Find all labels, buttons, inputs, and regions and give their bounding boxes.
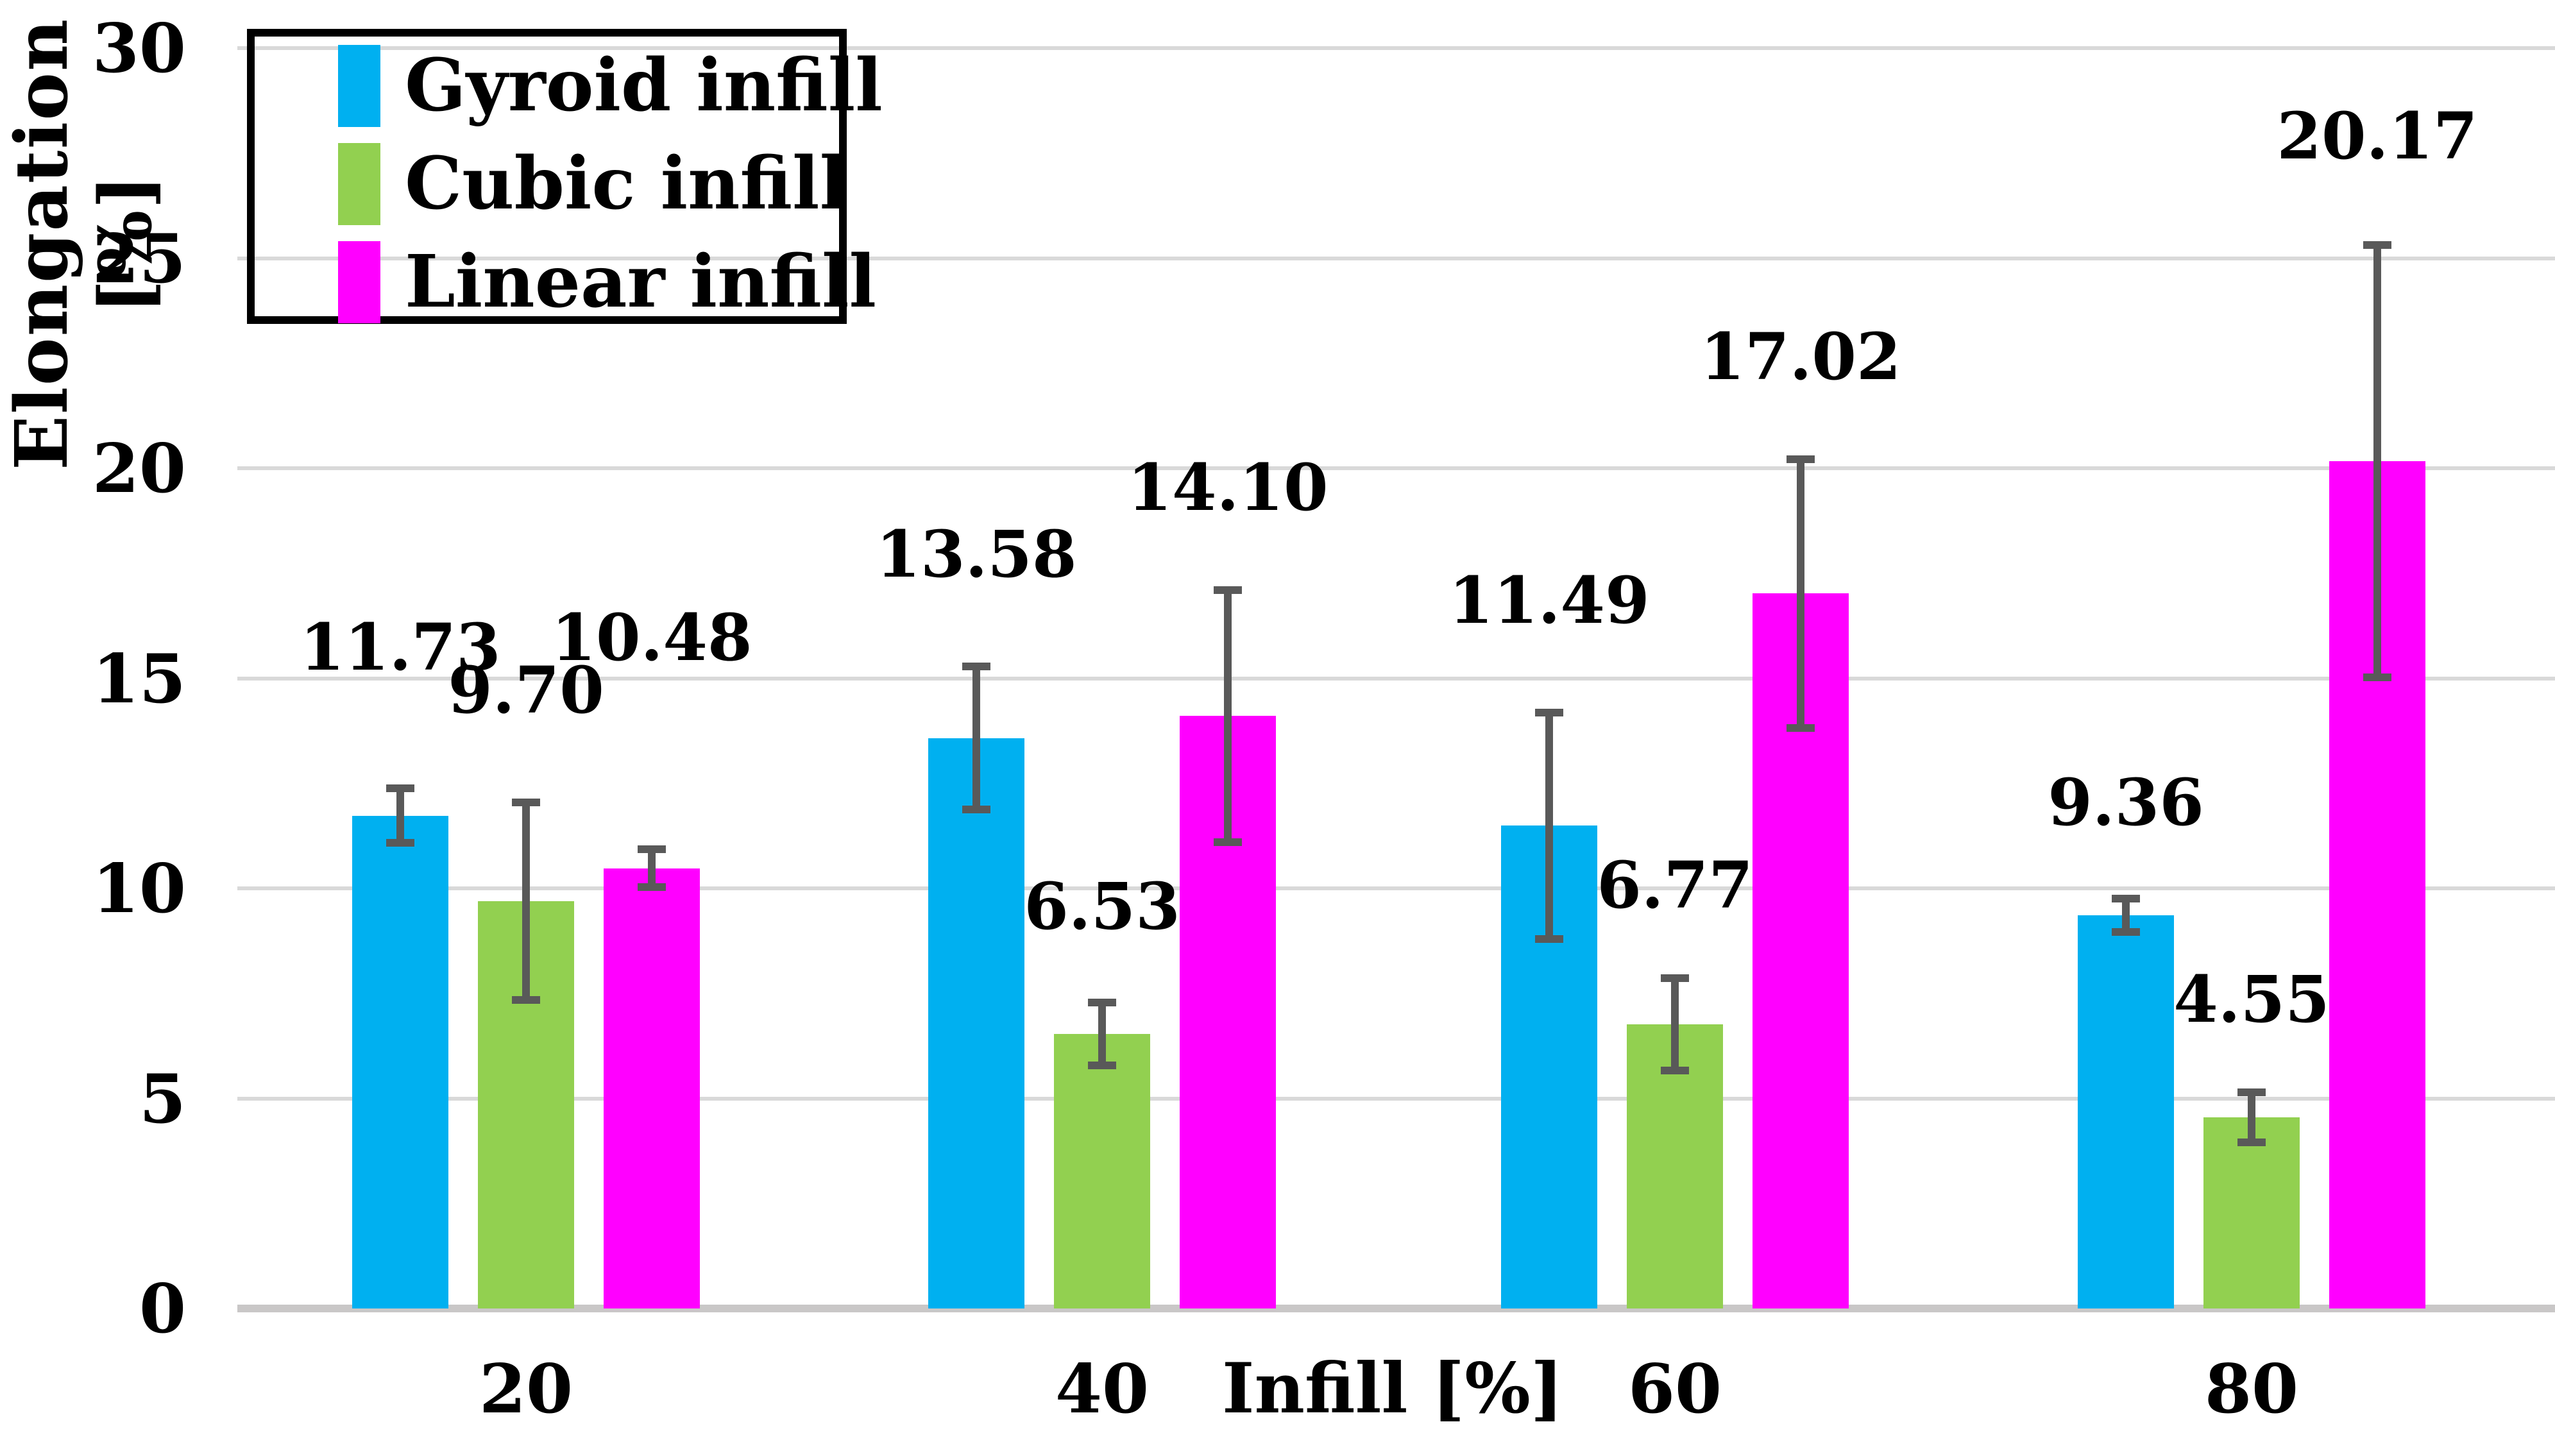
value-label: 11.73 xyxy=(300,609,501,686)
y-axis-tick-label: 15 xyxy=(92,638,186,718)
error-bar-cap xyxy=(638,845,666,854)
error-bar xyxy=(2373,244,2381,678)
error-bar xyxy=(1098,1003,1106,1066)
value-label: 4.55 xyxy=(2173,961,2330,1037)
x-axis-tick-label: 60 xyxy=(1627,1349,1722,1428)
error-bar xyxy=(396,788,404,843)
legend-item-label: Linear infill xyxy=(405,240,877,324)
bar-gyroid-80 xyxy=(2078,915,2174,1308)
y-axis-tick-label: 0 xyxy=(139,1269,186,1348)
legend-item-label: Gyroid infill xyxy=(405,44,883,128)
legend-box: Gyroid infill Cubic infill Linear infill xyxy=(247,29,883,324)
error-bar-cap xyxy=(386,839,414,847)
gridline xyxy=(237,1096,2555,1101)
error-bar xyxy=(522,802,530,1000)
error-bar-cap xyxy=(638,883,666,892)
error-bar-cap xyxy=(1088,1062,1116,1070)
legend-swatch-icon xyxy=(338,45,380,127)
error-bar xyxy=(2248,1092,2255,1143)
y-axis-tick-label: 5 xyxy=(139,1058,186,1139)
gridline xyxy=(237,676,2555,681)
error-bar-cap xyxy=(2363,241,2391,249)
value-label: 14.10 xyxy=(1127,449,1328,525)
value-label: 17.02 xyxy=(1700,318,1901,394)
error-bar-cap xyxy=(2112,894,2140,902)
x-axis-tick-label: 40 xyxy=(1055,1349,1150,1428)
x-axis-tick-label: 80 xyxy=(2204,1349,2299,1428)
y-axis-tick-label: 20 xyxy=(92,428,186,508)
gridline xyxy=(237,46,2555,50)
error-bar-cap xyxy=(2237,1139,2266,1147)
error-bar-cap xyxy=(962,805,990,813)
value-label: 11.49 xyxy=(1448,562,1650,638)
x-axis-line xyxy=(237,1305,2555,1312)
error-bar-cap xyxy=(1535,708,1563,716)
error-bar xyxy=(1671,978,1679,1071)
x-axis-tick-label: 20 xyxy=(479,1349,573,1428)
error-bar xyxy=(1224,589,1232,842)
error-bar-cap xyxy=(386,784,414,793)
error-bar-cap xyxy=(1661,974,1689,982)
error-bar-cap xyxy=(1661,1066,1689,1074)
error-bar-cap xyxy=(2112,928,2140,936)
error-bar-cap xyxy=(1214,838,1242,846)
legend-swatch-icon xyxy=(338,143,380,225)
legend-item-linear: Linear infill xyxy=(255,234,876,330)
x-axis-title: Infill [%] xyxy=(1221,1348,1564,1429)
error-bar-cap xyxy=(2363,673,2391,682)
error-bar-cap xyxy=(512,798,540,806)
legend-swatch-icon xyxy=(338,241,380,323)
legend-item-gyroid: Gyroid infill xyxy=(255,38,883,134)
error-bar-cap xyxy=(2237,1088,2266,1096)
error-bar-cap xyxy=(962,663,990,671)
bar-cubic-40 xyxy=(1054,1034,1150,1308)
value-label: 6.77 xyxy=(1597,847,1753,923)
bar-gyroid-20 xyxy=(352,815,448,1308)
value-label: 10.48 xyxy=(551,600,752,676)
bar-gyroid-40 xyxy=(928,738,1024,1308)
error-bar-cap xyxy=(1088,999,1116,1007)
error-bar xyxy=(2122,898,2130,933)
y-axis-tick-label: 30 xyxy=(92,8,186,88)
error-bar xyxy=(1545,712,1553,940)
gridline xyxy=(237,886,2555,890)
error-bar-cap xyxy=(1787,455,1815,463)
y-axis-tick-label: 10 xyxy=(92,849,186,928)
error-bar xyxy=(1797,459,1804,728)
legend-item-cubic: Cubic infill xyxy=(255,136,847,232)
error-bar xyxy=(648,849,656,888)
error-bar-cap xyxy=(1787,724,1815,732)
error-bar-cap xyxy=(512,995,540,1004)
bar-linear-20 xyxy=(604,868,700,1308)
error-bar-cap xyxy=(1214,586,1242,594)
legend-item-label: Cubic infill xyxy=(405,142,847,226)
value-label: 20.17 xyxy=(2277,97,2478,174)
gridline xyxy=(237,466,2555,470)
value-label: 13.58 xyxy=(876,516,1077,593)
error-bar-cap xyxy=(1535,935,1563,944)
value-label: 9.36 xyxy=(2048,764,2204,840)
y-axis-tick-label: 25 xyxy=(92,218,186,298)
bar-cubic-80 xyxy=(2203,1117,2300,1308)
value-label: 9.70 xyxy=(448,652,604,728)
value-label: 6.53 xyxy=(1024,868,1180,945)
error-bar xyxy=(972,666,980,809)
gridline xyxy=(237,256,2555,260)
